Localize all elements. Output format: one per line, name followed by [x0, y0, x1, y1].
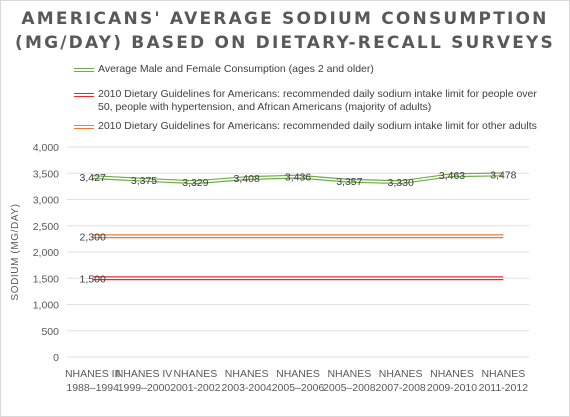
data-label: 3,436 — [285, 172, 311, 184]
y-tick-label: 2,000 — [33, 247, 59, 259]
data-label: 3,408 — [234, 173, 260, 185]
data-label: 3,357 — [336, 176, 362, 188]
data-label: 3,375 — [131, 175, 157, 187]
x-tick-label: 2005–2008 — [323, 382, 376, 394]
x-tick-label: NHANES — [430, 368, 474, 380]
y-tick-label: 4,000 — [33, 142, 59, 154]
x-tick-label: NHANES III — [65, 368, 120, 380]
x-tick-label: 2005–2006 — [272, 382, 325, 394]
data-label: 2,300 — [80, 231, 106, 243]
x-tick-label: 2009-2010 — [427, 382, 477, 394]
x-tick-label: NHANES IV — [116, 368, 173, 380]
y-tick-label: 1,500 — [33, 273, 59, 285]
x-tick-label: NHANES — [327, 368, 371, 380]
x-tick-label: NHANES — [276, 368, 320, 380]
data-label: 3,478 — [490, 169, 516, 181]
chart-title: AMERICANS' AVERAGE SODIUM CONSUMPTION (M… — [1, 7, 569, 55]
data-label: 3,463 — [439, 170, 465, 182]
x-tick-label: NHANES — [225, 368, 269, 380]
chart-title-line-1: AMERICANS' AVERAGE SODIUM CONSUMPTION — [21, 9, 549, 29]
legend-label-average: Average Male and Female Consumption (age… — [98, 63, 374, 75]
x-tick-label: 2003-2004 — [222, 382, 272, 394]
y-tick-label: 0 — [53, 352, 59, 364]
x-tick-label: 2011-2012 — [479, 382, 529, 394]
x-tick-label: 1999–2000 — [118, 382, 171, 394]
legend-label-limit-2300: 2010 Dietary Guidelines for Americans: r… — [98, 120, 537, 132]
y-tick-label: 2,500 — [33, 221, 59, 233]
series-line-inner — [92, 173, 504, 184]
x-tick-label: 2001-2002 — [170, 382, 220, 394]
x-tick-label: 1988–1994 — [66, 382, 119, 394]
y-tick-label: 3,500 — [33, 168, 59, 180]
legend-label-limit-1500: 2010 Dietary Guidelines for Americans: r… — [98, 88, 537, 113]
data-label: 3,427 — [80, 172, 106, 184]
data-label: 1,500 — [80, 273, 106, 285]
y-axis-label: SODIUM (MG/DAY) — [10, 203, 21, 300]
legend-swatch-limit-1500 — [74, 93, 94, 97]
data-label: 3,330 — [388, 177, 414, 189]
chart-title-line-2: (MG/DAY) BASED ON DIETARY-RECALL SURVEYS — [15, 33, 555, 53]
data-label: 3,329 — [182, 177, 208, 189]
x-tick-label: NHANES — [481, 368, 525, 380]
legend-swatch-average — [74, 68, 94, 72]
x-tick-label: 2007-2008 — [376, 382, 426, 394]
x-tick-label: NHANES — [379, 368, 423, 380]
y-tick-label: 1,000 — [33, 300, 59, 312]
legend-swatch-limit-2300 — [74, 125, 94, 129]
x-tick-label: NHANES — [173, 368, 217, 380]
y-tick-label: 3,000 — [33, 195, 59, 207]
y-tick-label: 500 — [41, 326, 59, 338]
